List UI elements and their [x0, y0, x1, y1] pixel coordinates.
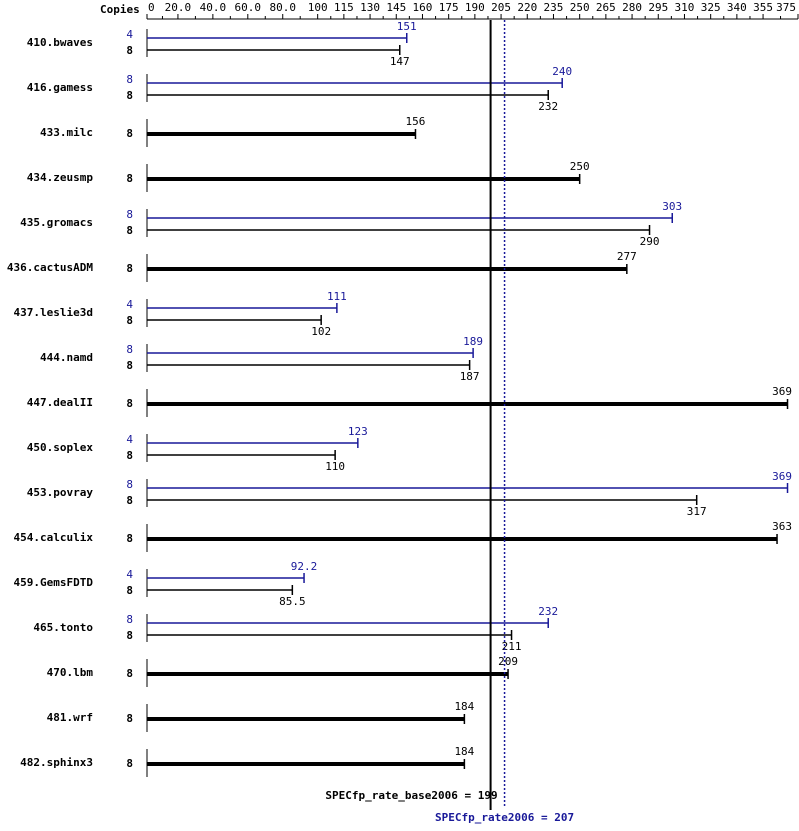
x-tick-label: 60.0 [235, 1, 262, 14]
base-value-label: 363 [772, 520, 792, 533]
axis-label: Copies [100, 3, 140, 16]
base-copies: 8 [126, 629, 133, 642]
category-label: 444.namd [40, 351, 93, 364]
x-tick-label: 235 [544, 1, 564, 14]
peak-copies: 8 [126, 208, 133, 221]
peak-copies: 8 [126, 478, 133, 491]
peak-value-label: 369 [772, 470, 792, 483]
reference-label: SPECfp_rate2006 = 207 [435, 811, 574, 824]
peak-value-label: 232 [538, 605, 558, 618]
x-tick-label: 160 [413, 1, 433, 14]
peak-value-label: 111 [327, 290, 347, 303]
category-label: 450.soplex [27, 441, 94, 454]
x-tick-label: 80.0 [269, 1, 296, 14]
category-label: 435.gromacs [20, 216, 93, 229]
category-label: 465.tonto [33, 621, 93, 634]
base-value-label: 209 [498, 655, 518, 668]
base-value-label: 85.5 [279, 595, 306, 608]
x-tick-label: 0 [148, 1, 155, 14]
base-value-label: 110 [325, 460, 345, 473]
x-tick-label: 220 [517, 1, 537, 14]
base-copies: 8 [126, 224, 133, 237]
category-label: 437.leslie3d [14, 306, 93, 319]
x-tick-label: 115 [334, 1, 354, 14]
base-value-label: 147 [390, 55, 410, 68]
peak-copies: 8 [126, 613, 133, 626]
x-tick-label: 175 [439, 1, 459, 14]
x-tick-label: 100 [308, 1, 328, 14]
x-tick-label: 310 [675, 1, 695, 14]
base-value-label: 211 [502, 640, 522, 653]
peak-value-label: 189 [463, 335, 483, 348]
base-value-label: 184 [454, 700, 474, 713]
category-label: 453.povray [27, 486, 94, 499]
base-copies: 8 [126, 44, 133, 57]
category-label: 416.gamess [27, 81, 93, 94]
category-label: 482.sphinx3 [20, 756, 93, 769]
category-label: 470.lbm [47, 666, 94, 679]
x-tick-label: 190 [465, 1, 485, 14]
category-label: 436.cactusADM [7, 261, 93, 274]
base-value-label: 156 [406, 115, 426, 128]
category-label: 459.GemsFDTD [14, 576, 94, 589]
peak-copies: 8 [126, 73, 133, 86]
base-copies: 8 [126, 449, 133, 462]
base-value-label: 277 [617, 250, 637, 263]
base-copies: 8 [126, 397, 133, 410]
peak-value-label: 240 [552, 65, 572, 78]
base-copies: 8 [126, 127, 133, 140]
base-copies: 8 [126, 314, 133, 327]
base-copies: 8 [126, 757, 133, 770]
base-value-label: 317 [687, 505, 707, 518]
base-value-label: 369 [772, 385, 792, 398]
peak-copies: 4 [126, 433, 133, 446]
base-value-label: 290 [640, 235, 660, 248]
base-copies: 8 [126, 532, 133, 545]
x-tick-label: 265 [596, 1, 616, 14]
x-tick-label: 355 [753, 1, 773, 14]
base-value-label: 102 [311, 325, 331, 338]
x-tick-label: 130 [360, 1, 380, 14]
x-tick-label: 250 [570, 1, 590, 14]
category-label: 454.calculix [14, 531, 94, 544]
x-tick-label: 325 [701, 1, 721, 14]
category-label: 410.bwaves [27, 36, 93, 49]
peak-copies: 4 [126, 28, 133, 41]
x-tick-label: 40.0 [200, 1, 227, 14]
peak-value-label: 123 [348, 425, 368, 438]
peak-copies: 8 [126, 343, 133, 356]
x-tick-label: 375 [776, 1, 796, 14]
peak-value-label: 92.2 [291, 560, 318, 573]
x-tick-label: 295 [648, 1, 668, 14]
base-copies: 8 [126, 359, 133, 372]
x-tick-label: 340 [727, 1, 747, 14]
base-copies: 8 [126, 712, 133, 725]
x-tick-label: 145 [386, 1, 406, 14]
base-copies: 8 [126, 494, 133, 507]
base-copies: 8 [126, 89, 133, 102]
peak-copies: 4 [126, 568, 133, 581]
base-value-label: 187 [460, 370, 480, 383]
peak-value-label: 303 [662, 200, 682, 213]
category-label: 434.zeusmp [27, 171, 94, 184]
reference-label: SPECfp_rate_base2006 = 199 [325, 789, 497, 802]
base-copies: 8 [126, 584, 133, 597]
category-label: 447.dealII [27, 396, 93, 409]
peak-copies: 4 [126, 298, 133, 311]
base-copies: 8 [126, 262, 133, 275]
base-value-label: 250 [570, 160, 590, 173]
category-label: 433.milc [40, 126, 93, 139]
base-value-label: 232 [538, 100, 558, 113]
base-copies: 8 [126, 667, 133, 680]
base-copies: 8 [126, 172, 133, 185]
peak-value-label: 151 [397, 20, 417, 33]
x-tick-label: 205 [491, 1, 511, 14]
base-value-label: 184 [454, 745, 474, 758]
x-tick-label: 20.0 [165, 1, 192, 14]
x-tick-label: 280 [622, 1, 642, 14]
category-label: 481.wrf [47, 711, 93, 724]
